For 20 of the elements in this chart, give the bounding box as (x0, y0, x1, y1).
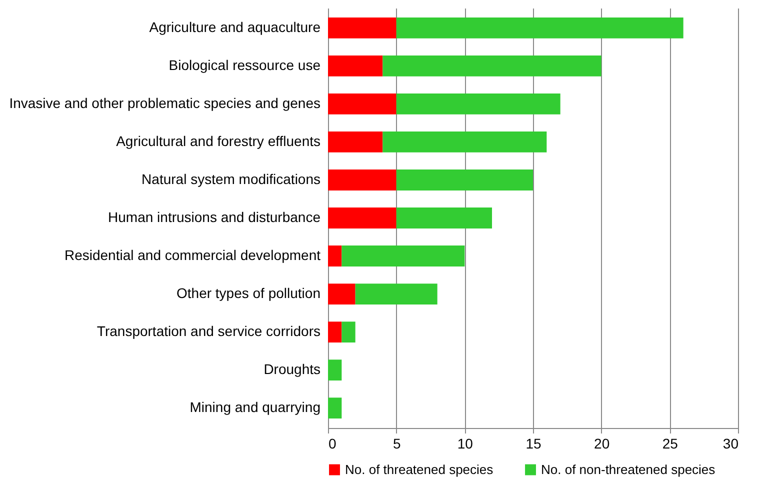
y-tick-label: Mining and quarrying (190, 399, 320, 416)
y-tick-label: Biological ressource use (168, 56, 321, 73)
x-tick-label: 0 (328, 436, 336, 452)
y-tick-label: Agriculture and aquaculture (149, 18, 321, 35)
y-tick-label: Natural system modifications (142, 170, 320, 187)
legend-label: No. of threatened species (345, 462, 494, 477)
y-tick-label: Residential and commercial development (64, 247, 321, 264)
legend-label: No. of non-threatened species (541, 462, 716, 477)
x-tick-label: 15 (526, 436, 542, 452)
x-tick-label: 25 (662, 436, 678, 452)
y-tick-label: Droughts (264, 361, 320, 378)
y-tick-label: Agricultural and forestry effluents (116, 132, 320, 149)
x-tick-label: 20 (594, 436, 610, 452)
x-tick-label: 5 (392, 436, 401, 452)
x-tick-label: 30 (722, 436, 739, 452)
y-tick-label: Other types of pollution (176, 285, 320, 302)
y-tick-label: Transportation and service corridors (96, 323, 320, 340)
y-tick-label: Invasive and other problematic species and genes (9, 94, 320, 111)
y-tick-label: Human intrusions and disturbance (108, 209, 321, 225)
x-tick-label: 10 (457, 436, 474, 452)
